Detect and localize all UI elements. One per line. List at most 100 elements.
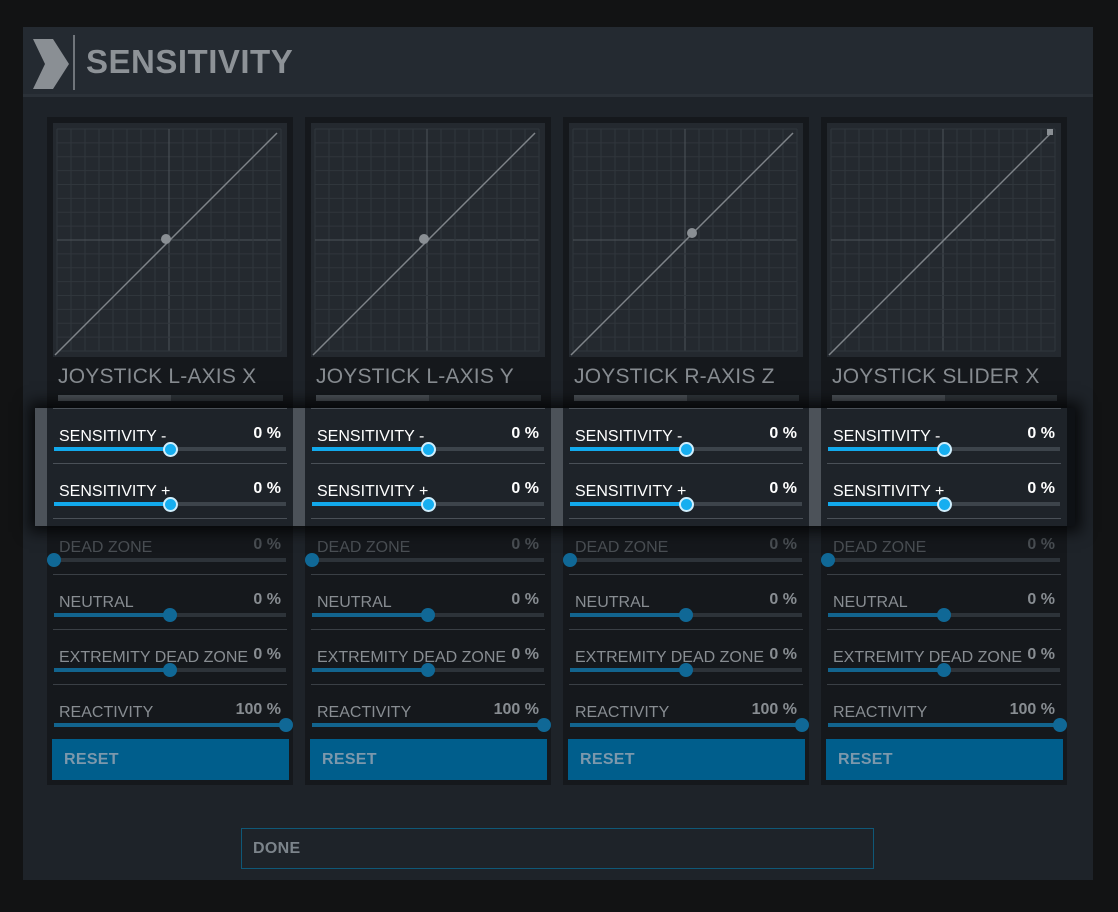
sensitivity-focus-column: SENSITIVITY - 0 % SENSITIVITY + 0 % bbox=[809, 408, 1067, 526]
slider-handle[interactable] bbox=[163, 663, 177, 677]
slider-handle[interactable] bbox=[421, 608, 435, 622]
chevron-right-icon bbox=[33, 39, 69, 89]
slider-handle[interactable] bbox=[937, 608, 951, 622]
slider-handle[interactable] bbox=[162, 496, 178, 512]
dead-zone-slider[interactable] bbox=[821, 553, 1060, 567]
sensitivity-minus-value: 0 % bbox=[253, 425, 281, 442]
slider-handle[interactable] bbox=[936, 441, 952, 457]
extremity-dead-zone-row: EXTREMITY DEAD ZONE 0 % bbox=[569, 629, 803, 684]
slider-handle[interactable] bbox=[537, 718, 551, 732]
response-curve-svg bbox=[828, 128, 1056, 356]
slider-handle[interactable] bbox=[420, 496, 436, 512]
slider-handle[interactable] bbox=[678, 496, 694, 512]
dead-zone-slider[interactable] bbox=[305, 553, 544, 567]
extremity-dead-zone-slider[interactable] bbox=[828, 663, 1060, 677]
slider-handle[interactable] bbox=[936, 496, 952, 512]
axis-name: JOYSTICK L-AXIS Y bbox=[316, 365, 514, 388]
slider-handle[interactable] bbox=[47, 553, 61, 567]
slider-handle[interactable] bbox=[305, 553, 319, 567]
slider-fill bbox=[54, 613, 170, 617]
sensitivity-minus-slider[interactable] bbox=[570, 441, 802, 457]
slider-handle[interactable] bbox=[421, 663, 435, 677]
axis-input-fill bbox=[832, 395, 945, 401]
sensitivity-minus-slider[interactable] bbox=[312, 441, 544, 457]
slider-handle[interactable] bbox=[1053, 718, 1067, 732]
sensitivity-focus-column: SENSITIVITY - 0 % SENSITIVITY + 0 % bbox=[35, 408, 293, 526]
response-curve-graph bbox=[569, 123, 803, 357]
sensitivity-focus-column: SENSITIVITY - 0 % SENSITIVITY + 0 % bbox=[551, 408, 809, 526]
reset-button-label: RESET bbox=[580, 751, 635, 768]
dead-zone-label: DEAD ZONE bbox=[575, 539, 669, 556]
sensitivity-minus-row: SENSITIVITY - 0 % bbox=[53, 408, 287, 463]
slider-handle[interactable] bbox=[162, 441, 178, 457]
row-divider bbox=[311, 518, 545, 519]
slider-handle[interactable] bbox=[163, 608, 177, 622]
response-curve-graph bbox=[311, 123, 545, 357]
neutral-slider[interactable] bbox=[54, 608, 286, 622]
axis-input-indicator bbox=[316, 395, 541, 401]
slider-handle[interactable] bbox=[678, 441, 694, 457]
row-divider bbox=[53, 463, 287, 464]
extremity-dead-zone-slider[interactable] bbox=[312, 663, 544, 677]
row-divider bbox=[827, 684, 1061, 685]
reactivity-slider[interactable] bbox=[54, 718, 293, 732]
neutral-row: NEUTRAL 0 % bbox=[827, 574, 1061, 629]
curve-control-point bbox=[687, 228, 697, 238]
slider-handle[interactable] bbox=[679, 608, 693, 622]
axis-input-fill bbox=[58, 395, 171, 401]
reset-button[interactable]: RESET bbox=[826, 739, 1063, 780]
dialog-header: SENSITIVITY bbox=[23, 27, 1093, 97]
sensitivity-minus-row: SENSITIVITY - 0 % bbox=[311, 408, 545, 463]
slider-handle[interactable] bbox=[420, 441, 436, 457]
sensitivity-plus-slider[interactable] bbox=[54, 496, 286, 512]
slider-fill bbox=[828, 447, 944, 451]
reactivity-value: 100 % bbox=[1009, 701, 1055, 718]
neutral-label: NEUTRAL bbox=[317, 594, 392, 611]
slider-handle[interactable] bbox=[279, 718, 293, 732]
sensitivity-minus-label: SENSITIVITY - bbox=[575, 428, 683, 445]
sensitivity-plus-slider[interactable] bbox=[570, 496, 802, 512]
slider-fill bbox=[312, 502, 428, 506]
reactivity-row: REACTIVITY 100 % bbox=[53, 684, 293, 739]
sensitivity-plus-row: SENSITIVITY + 0 % bbox=[311, 463, 545, 518]
done-button[interactable]: DONE bbox=[241, 828, 874, 869]
reactivity-slider[interactable] bbox=[312, 718, 551, 732]
neutral-slider[interactable] bbox=[312, 608, 544, 622]
sensitivity-minus-slider[interactable] bbox=[828, 441, 1060, 457]
reset-button[interactable]: RESET bbox=[310, 739, 547, 780]
row-divider bbox=[53, 629, 287, 630]
slider-fill bbox=[828, 502, 944, 506]
dead-zone-row: DEAD ZONE 0 % bbox=[305, 519, 545, 574]
extremity-dead-zone-slider[interactable] bbox=[570, 663, 802, 677]
dead-zone-slider[interactable] bbox=[47, 553, 286, 567]
slider-handle[interactable] bbox=[679, 663, 693, 677]
row-divider bbox=[827, 518, 1061, 519]
axis-name: JOYSTICK L-AXIS X bbox=[58, 365, 257, 388]
reactivity-slider[interactable] bbox=[570, 718, 809, 732]
neutral-label: NEUTRAL bbox=[833, 594, 908, 611]
extremity-dead-zone-slider[interactable] bbox=[54, 663, 286, 677]
sensitivity-focus-panel: SENSITIVITY - 0 % SENSITIVITY + 0 % bbox=[563, 408, 809, 526]
row-divider bbox=[569, 574, 803, 575]
sensitivity-plus-slider[interactable] bbox=[312, 496, 544, 512]
slider-handle[interactable] bbox=[937, 663, 951, 677]
sensitivity-plus-slider[interactable] bbox=[828, 496, 1060, 512]
slider-handle[interactable] bbox=[821, 553, 835, 567]
sensitivity-minus-slider[interactable] bbox=[54, 441, 286, 457]
reactivity-value: 100 % bbox=[235, 701, 281, 718]
neutral-slider[interactable] bbox=[570, 608, 802, 622]
sensitivity-minus-value: 0 % bbox=[1027, 425, 1055, 442]
response-curve-graph bbox=[827, 123, 1061, 357]
reset-button[interactable]: RESET bbox=[52, 739, 289, 780]
reactivity-slider[interactable] bbox=[828, 718, 1067, 732]
reactivity-label: REACTIVITY bbox=[317, 704, 412, 721]
sensitivity-minus-label: SENSITIVITY - bbox=[317, 428, 425, 445]
slider-handle[interactable] bbox=[563, 553, 577, 567]
reset-button[interactable]: RESET bbox=[568, 739, 805, 780]
slider-handle[interactable] bbox=[795, 718, 809, 732]
axis-panel: JOYSTICK L-AXIS Y DEAD ZONE 0 % NEUTRAL 0 % E… bbox=[305, 117, 551, 785]
dead-zone-slider[interactable] bbox=[563, 553, 802, 567]
row-divider bbox=[827, 408, 1061, 409]
sensitivity-plus-value: 0 % bbox=[511, 480, 539, 497]
neutral-slider[interactable] bbox=[828, 608, 1060, 622]
